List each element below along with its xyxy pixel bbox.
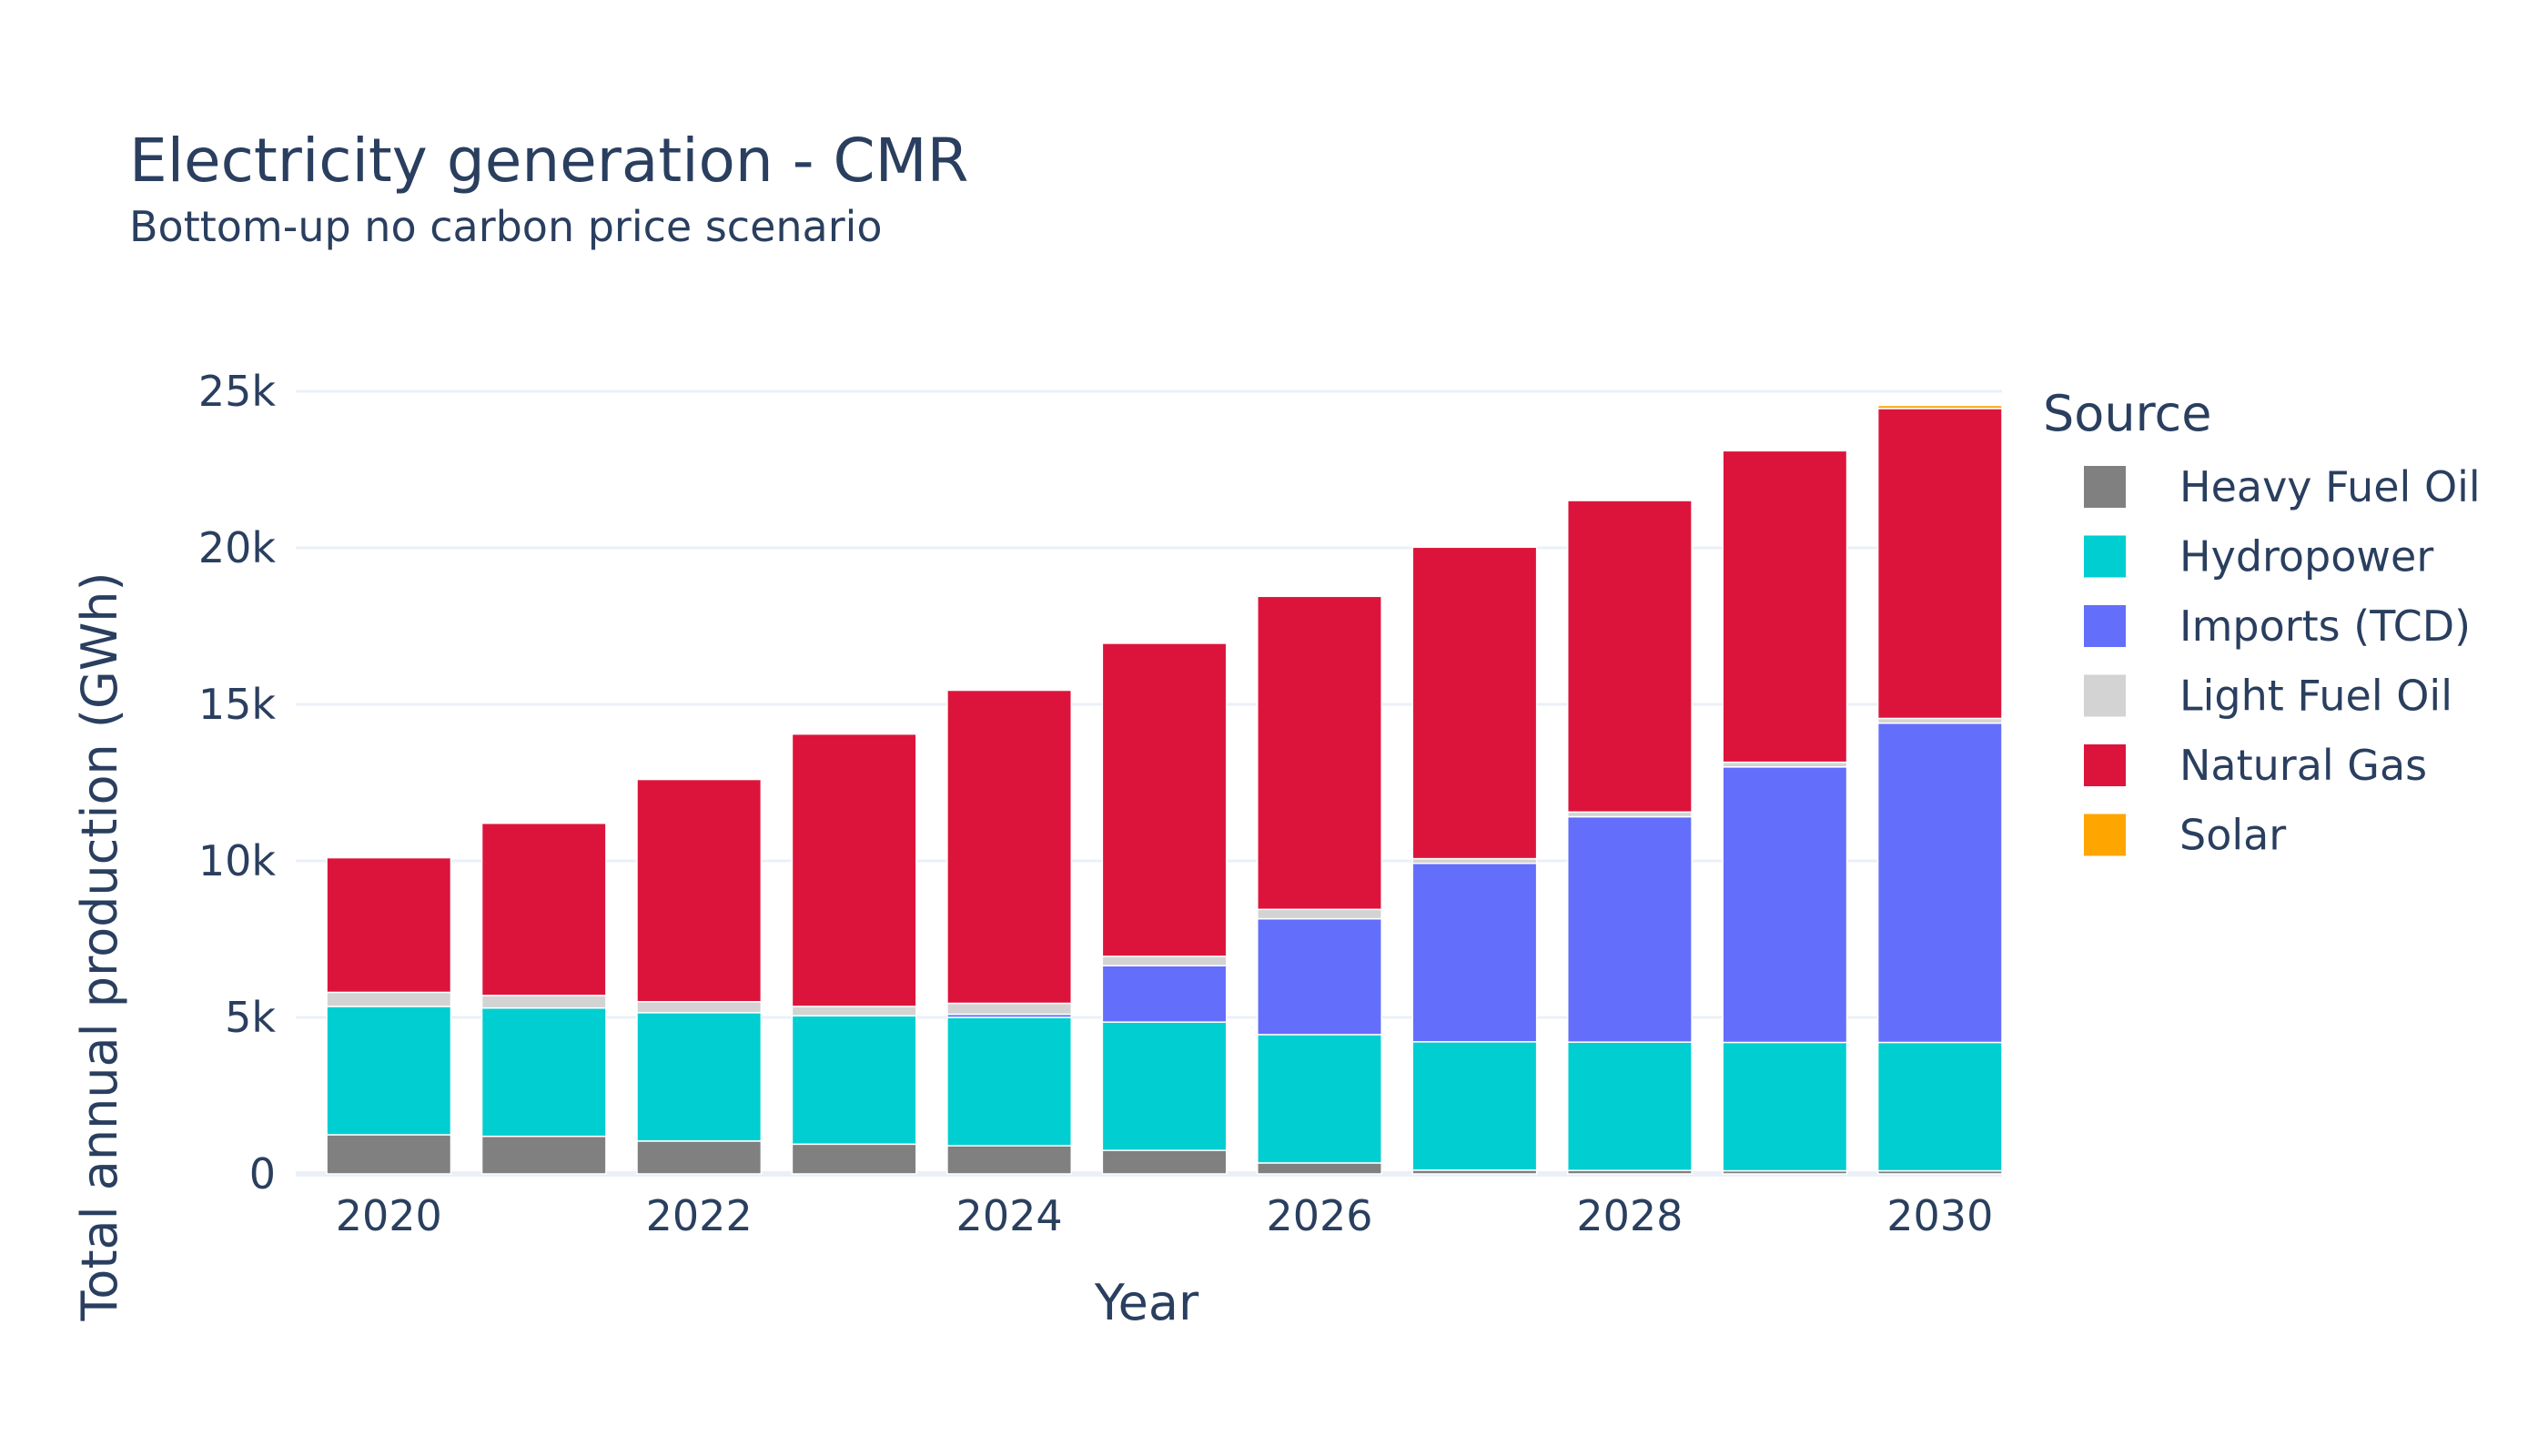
bar-segment (326, 856, 452, 994)
bar-segment (1411, 546, 1538, 860)
bar-segment (1876, 722, 2003, 1044)
y-tick-label: 5k (225, 993, 276, 1042)
y-tick-label: 25k (198, 367, 277, 416)
x-axis-ticks: 2020 2022 2024 2026 2028 2030 (336, 1191, 1994, 1240)
legend-label: Natural Gas (2179, 741, 2427, 790)
bar-segment (1722, 761, 1848, 768)
legend-label: Imports (TCD) (2179, 602, 2471, 651)
x-tick-label: 2020 (336, 1191, 442, 1240)
bar-segment (1722, 450, 1848, 763)
bar-segment (946, 1002, 1073, 1016)
bar-segment (946, 1016, 1073, 1147)
bar-segment (1566, 1041, 1693, 1171)
bar-segment (480, 822, 607, 996)
y-tick-label: 0 (249, 1149, 276, 1198)
bar-segment (480, 1135, 607, 1175)
legend-title: Source (2043, 385, 2211, 442)
legend-swatch (2084, 466, 2126, 508)
legend: Source Heavy Fuel Oil Hydropower Imports (… (2043, 385, 2481, 860)
y-axis-ticks: 0 5k 10k 15k 20k 25k (198, 367, 277, 1198)
y-tick-label: 10k (198, 836, 277, 885)
x-tick-label: 2030 (1886, 1191, 1993, 1240)
bar-segment (636, 1012, 763, 1142)
y-axis-title: Total annual production (GWh) (71, 571, 128, 1321)
legend-swatch (2084, 744, 2126, 786)
bar-segment (1101, 1149, 1228, 1175)
bar-segment (480, 995, 607, 1009)
bar-segment (326, 1134, 452, 1175)
legend-label: Solar (2179, 811, 2286, 860)
bar-segment (946, 689, 1073, 1005)
legend-swatch (2084, 605, 2126, 647)
bar-segment (1257, 1162, 1382, 1175)
chart-title: Electricity generation - CMR (129, 126, 969, 196)
legend-swatch (2084, 674, 2126, 717)
bar-segment (1876, 717, 2003, 724)
bar-segment (1411, 857, 1538, 864)
bar-segment (1722, 1041, 1848, 1172)
bar-segment (1411, 863, 1538, 1043)
bar-segment (1876, 408, 2003, 720)
x-tick-label: 2024 (956, 1191, 1063, 1240)
bar-segment (1101, 642, 1228, 957)
bar-segment (1257, 595, 1382, 911)
bar-segment (480, 1006, 607, 1138)
legend-swatch (2084, 814, 2126, 856)
legend-swatch (2084, 535, 2126, 578)
bar-segment (1566, 811, 1693, 818)
bar-segment (1257, 908, 1382, 920)
bar-segment (791, 733, 917, 1007)
x-tick-label: 2022 (646, 1191, 753, 1240)
x-axis-title: Year (1094, 1274, 1199, 1331)
bar-segment (1876, 1041, 2003, 1172)
legend-label: Light Fuel Oil (2179, 672, 2452, 721)
bar-segment (326, 1006, 452, 1136)
bar-segment (1566, 815, 1693, 1043)
bar-segment (636, 1001, 763, 1014)
bar-segment (1101, 965, 1228, 1023)
bar-segment (1411, 1041, 1538, 1171)
bar-segment (636, 1140, 763, 1175)
y-tick-label: 15k (198, 680, 277, 729)
bar-segment (1101, 1021, 1228, 1151)
bar-segment (1722, 766, 1848, 1044)
bar-segment (1566, 500, 1693, 814)
bar-segment (1101, 956, 1228, 966)
x-tick-label: 2028 (1576, 1191, 1683, 1240)
bar-segment (1257, 1034, 1382, 1164)
legend-label: Hydropower (2179, 532, 2433, 581)
bar-segment (791, 1015, 917, 1146)
bar-segment (1876, 404, 2003, 410)
bars (326, 404, 2003, 1175)
legend-label: Heavy Fuel Oil (2179, 462, 2481, 511)
bar-segment (946, 1145, 1073, 1175)
chart-subtitle: Bottom-up no carbon price scenario (129, 202, 883, 251)
bar-segment (326, 991, 452, 1007)
x-tick-label: 2026 (1266, 1191, 1372, 1240)
bar-segment (791, 1006, 917, 1017)
bar-segment (1257, 917, 1382, 1036)
y-tick-label: 20k (198, 523, 277, 572)
bar-segment (636, 778, 763, 1003)
bar-segment (791, 1143, 917, 1175)
